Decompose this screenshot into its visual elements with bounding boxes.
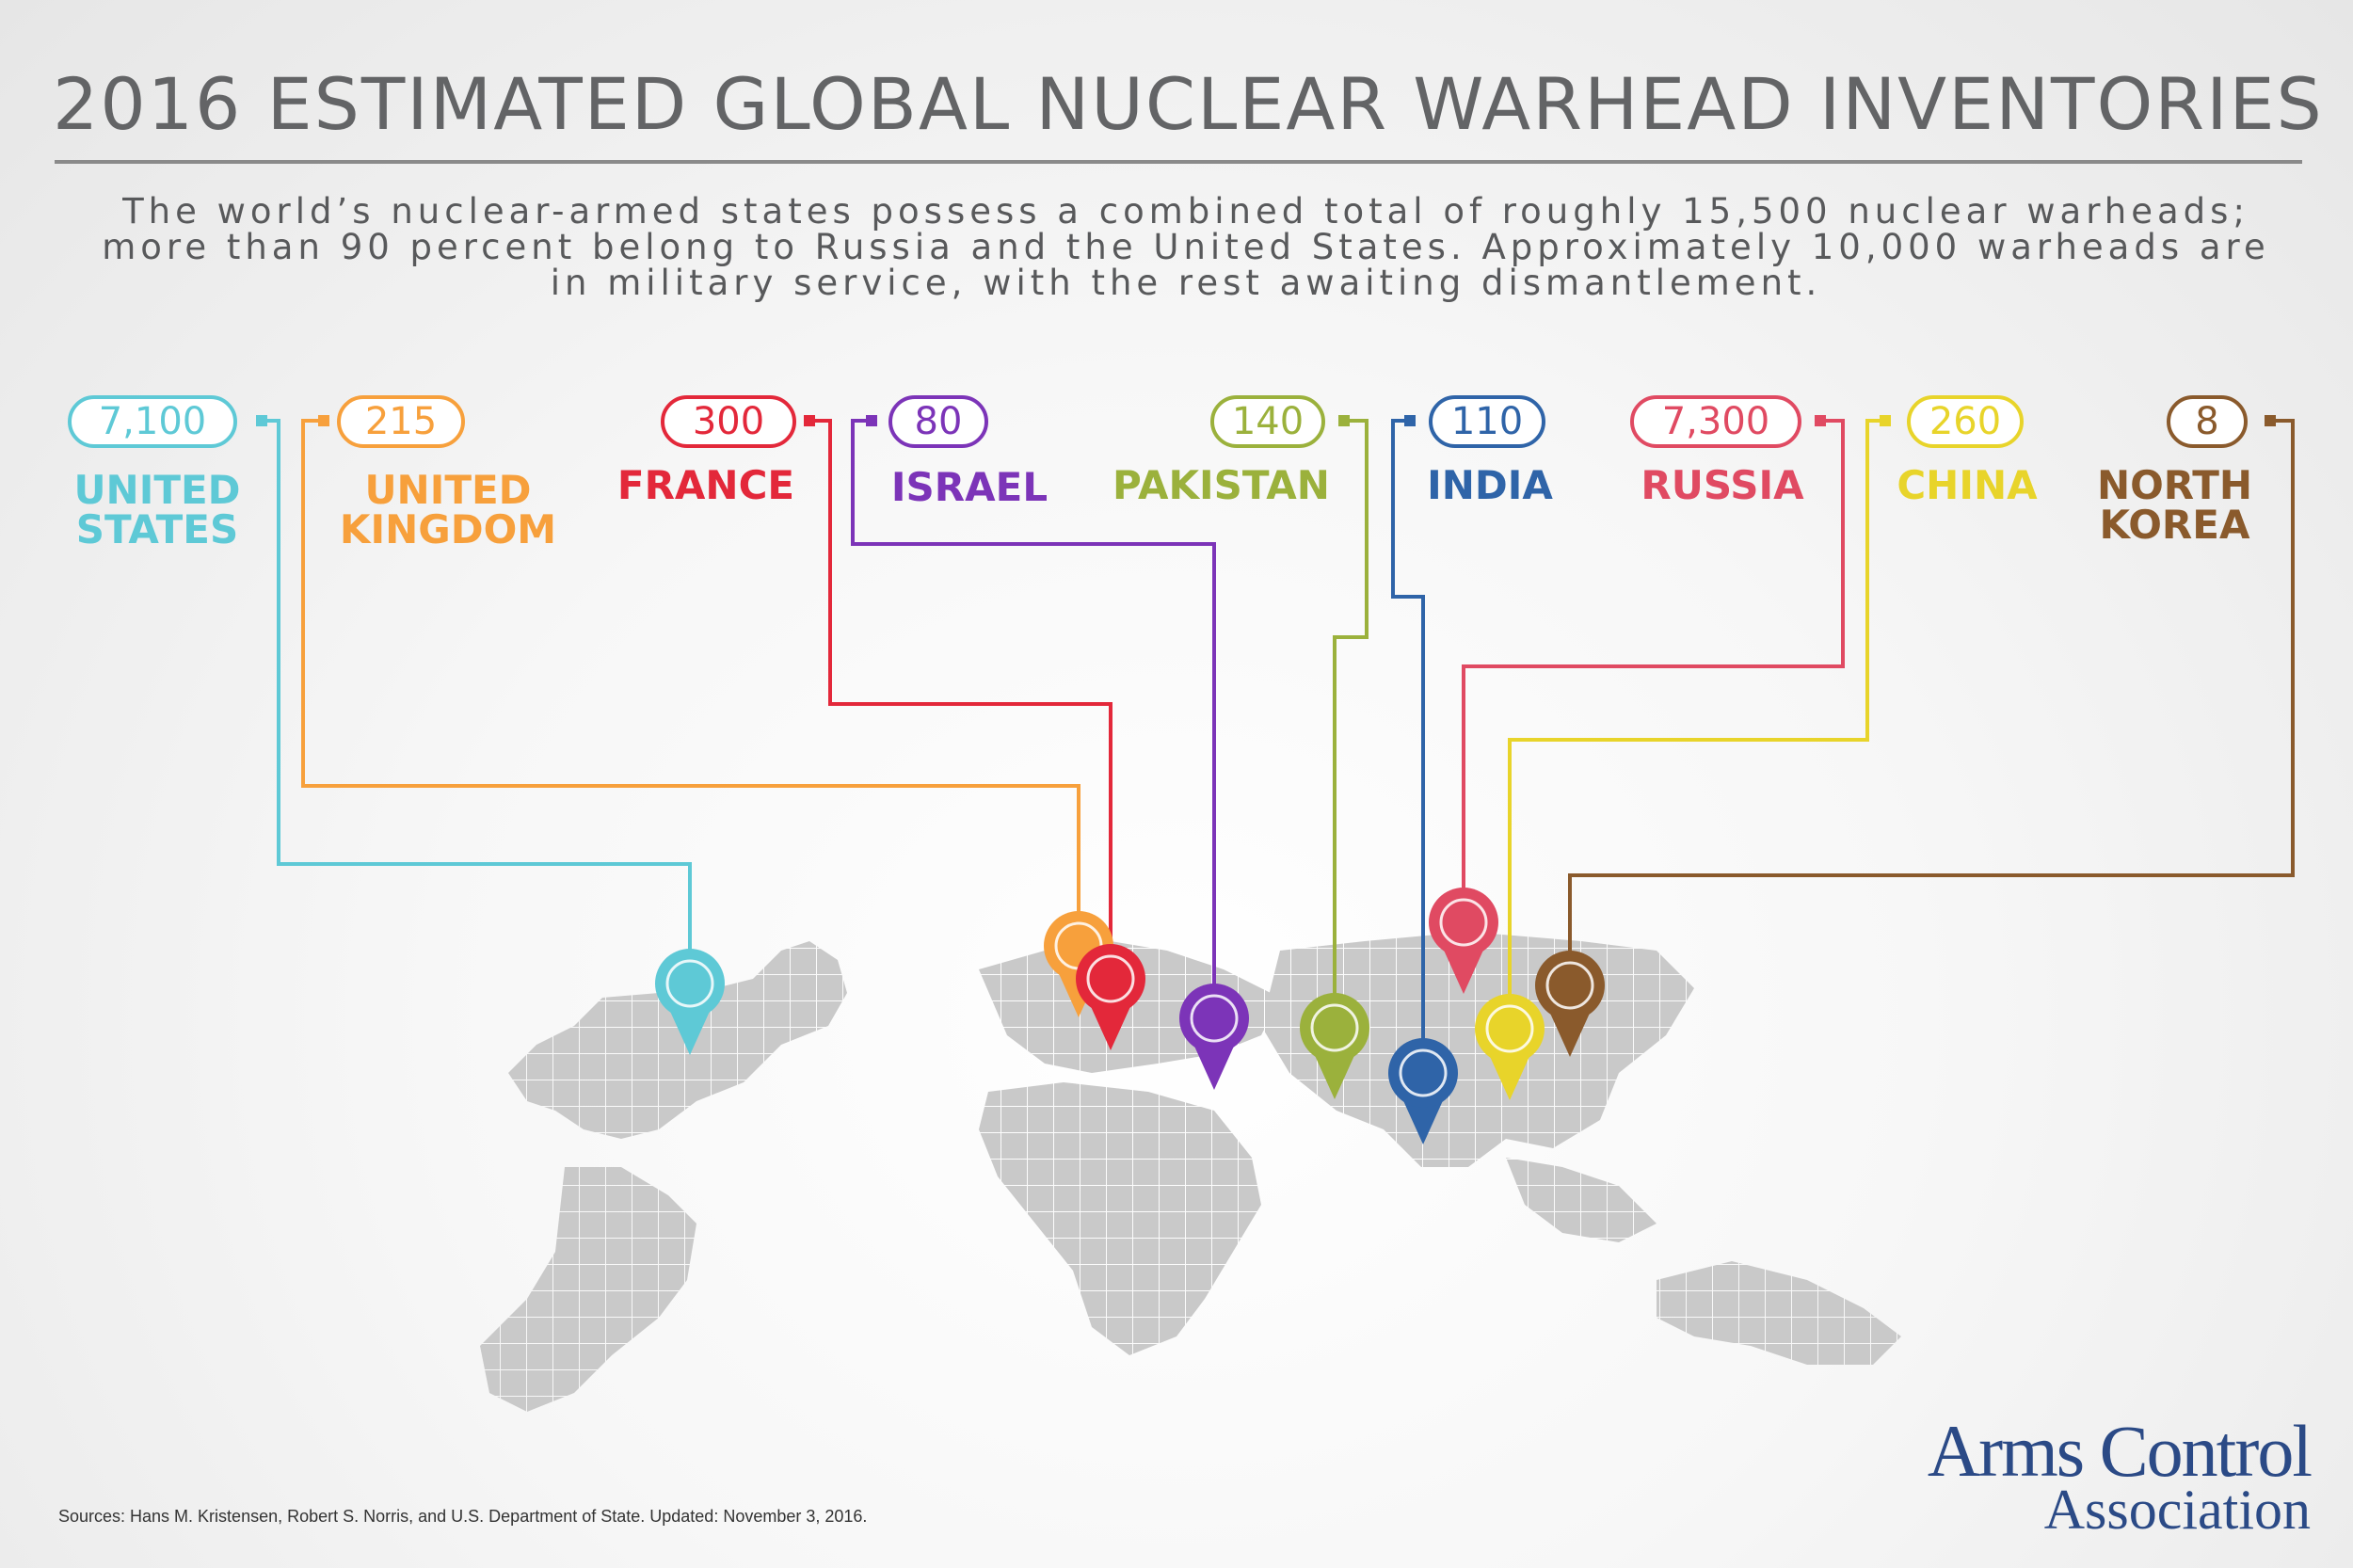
connector-united-states	[262, 419, 692, 958]
source-note: Sources: Hans M. Kristensen, Robert S. N…	[58, 1507, 868, 1526]
location-pins	[655, 888, 1605, 1144]
warhead-count-pakistan: 140	[1210, 395, 1325, 448]
logo-line-2: Association	[2043, 1479, 2311, 1541]
warhead-count-russia: 7,300	[1630, 395, 1801, 448]
connector-end-pakistan	[1338, 415, 1350, 426]
warhead-count-france: 300	[661, 395, 796, 448]
country-name-united-kingdom: UNITED KINGDOM	[339, 467, 557, 552]
location-pin-russia	[1429, 888, 1498, 994]
connector-end-israel	[866, 415, 877, 426]
south-america-shape	[480, 1167, 696, 1412]
connector-end-united-states	[256, 415, 267, 426]
country-name-russia: RUSSIA	[1641, 462, 1804, 508]
location-pin-north-korea	[1535, 951, 1605, 1057]
country-name-china: CHINA	[1897, 462, 2038, 508]
connector-end-north-korea	[2265, 415, 2276, 426]
country-name-india: INDIA	[1427, 462, 1553, 508]
connector-end-china	[1880, 415, 1891, 426]
connector-lines	[256, 415, 2295, 1050]
southeast-asia-shape	[1506, 1158, 1657, 1242]
warhead-count-united-states: 7,100	[68, 395, 237, 448]
north-america-shape	[508, 941, 847, 1139]
country-name-united-states: UNITED STATES	[73, 467, 241, 552]
connector-north-korea	[1568, 419, 2295, 960]
title-divider	[55, 160, 2302, 164]
country-name-pakistan: PAKISTAN	[1112, 462, 1330, 508]
connector-india	[1391, 419, 1425, 1050]
country-name-france: FRANCE	[616, 462, 795, 508]
warhead-count-north-korea: 8	[2167, 395, 2248, 448]
connector-china	[1508, 419, 1885, 1007]
warhead-count-india: 110	[1429, 395, 1545, 448]
connector-end-india	[1404, 415, 1416, 426]
location-pin-united-states	[655, 949, 725, 1055]
connector-end-russia	[1815, 415, 1826, 426]
location-pin-india	[1388, 1038, 1458, 1144]
location-pin-china	[1475, 994, 1545, 1100]
warhead-count-united-kingdom: 215	[337, 395, 465, 448]
location-pin-france	[1076, 944, 1145, 1050]
location-pin-pakistan	[1300, 993, 1369, 1099]
warhead-count-israel: 80	[888, 395, 988, 448]
country-name-israel: ISRAEL	[890, 464, 1048, 510]
page-subtitle: The world’s nuclear-armed states possess…	[102, 191, 2270, 303]
page-title: 2016 ESTIMATED GLOBAL NUCLEAR WARHEAD IN…	[53, 62, 2324, 146]
country-name-north-korea: NORTH KOREA	[2096, 462, 2253, 548]
connector-israel	[851, 419, 1216, 995]
connector-russia	[1462, 419, 1845, 902]
australia-shape	[1657, 1261, 1901, 1365]
warhead-count-china: 260	[1907, 395, 2024, 448]
connector-france	[809, 419, 1112, 956]
connector-united-kingdom	[301, 419, 1080, 924]
arms-control-association-logo: Arms Control Association	[1840, 1410, 2313, 1541]
connector-end-france	[804, 415, 815, 426]
logo-line-1: Arms Control	[1927, 1410, 2313, 1492]
africa-shape	[979, 1082, 1261, 1355]
connector-pakistan	[1333, 419, 1369, 1005]
location-pin-israel	[1179, 984, 1249, 1090]
connector-end-united-kingdom	[318, 415, 329, 426]
